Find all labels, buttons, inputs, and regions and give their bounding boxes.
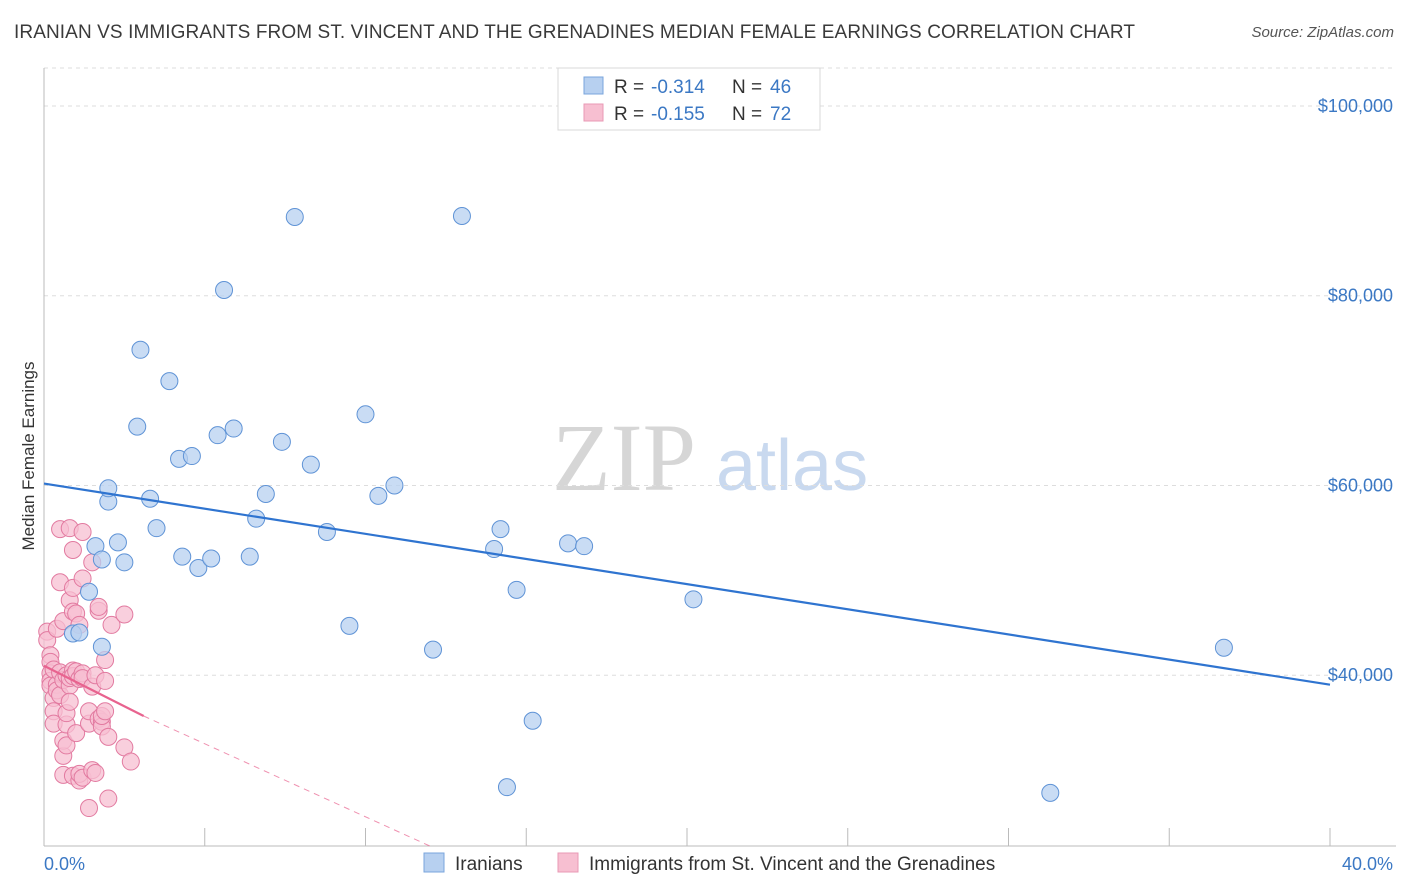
data-point [385,476,404,495]
y-axis-title: Median Female Earnings [19,362,38,551]
data-point [240,547,259,566]
legend-n-label-2: N = [732,104,762,125]
trend-line-svg-extrapolated [143,715,431,847]
data-point [96,671,115,690]
data-point [160,372,179,391]
series-svg-points [38,519,140,818]
data-point [523,711,542,730]
data-point [301,455,320,474]
data-point [1214,638,1233,657]
data-point [67,724,86,743]
data-point [57,736,76,755]
bottom-legend-iranians: Iranians [455,854,523,875]
bottom-legend-swatch-svg [557,852,579,873]
data-point [424,640,443,659]
data-point [272,432,291,451]
data-point [1041,783,1060,802]
axes [43,68,1396,847]
y-tick-label: $60,000 [1328,475,1393,495]
data-point [202,549,221,568]
data-point [147,519,166,538]
chart-title: IRANIAN VS IMMIGRANTS FROM ST. VINCENT A… [14,22,1136,43]
data-point [684,590,703,609]
legend-n-value-1: 46 [770,77,791,98]
data-point [491,520,510,539]
legend-n-value-2: 72 [770,104,791,125]
data-point [215,281,234,300]
legend-n-label-1: N = [732,77,762,98]
data-point [256,485,275,504]
data-point [224,419,243,438]
data-point [80,799,99,818]
trend-line-svg [43,664,145,717]
correlation-legend: R = -0.314 N = 46 R = -0.155 N = 72 [557,67,821,131]
data-point [115,553,134,572]
data-point [356,405,375,424]
data-point [63,540,82,559]
data-point [559,534,578,553]
data-point [452,207,471,226]
legend-r-value-2: -0.155 [651,104,705,125]
data-point [189,559,208,578]
trend-lines [43,482,1331,847]
data-point [121,752,140,771]
data-point [115,605,134,624]
data-point [70,623,89,642]
source-credit: Source: ZipAtlas.com [1251,24,1394,41]
bottom-legend-swatch-iranians [423,852,445,873]
data-point [285,207,304,226]
x-tick-label-max: 40.0% [1342,854,1393,874]
y-tick-label: $40,000 [1328,665,1393,685]
data-point [99,727,118,746]
trend-line-iranians [43,482,1331,686]
data-point [507,580,526,599]
data-point [108,533,127,552]
data-point [128,417,147,436]
data-point [60,692,79,711]
data-point [208,426,227,445]
data-point [102,615,121,634]
gridlines [44,67,1396,676]
data-point [99,789,118,808]
data-point [96,702,115,721]
watermark: ZIP atlas [552,404,868,511]
series-legend: Iranians Immigrants from St. Vincent and… [423,852,995,875]
data-point [92,550,111,569]
data-point [182,447,201,466]
data-point [89,597,108,616]
legend-r-value-1: -0.314 [651,77,705,98]
data-point [131,340,150,359]
data-point [92,637,111,656]
data-point [575,537,594,556]
legend-r-label-1: R = [614,77,644,98]
y-tick-label: $100,000 [1318,96,1393,116]
data-point [86,763,105,782]
legend-r-label-2: R = [614,104,644,125]
data-point [497,778,516,797]
legend-swatch-iranians [583,76,604,95]
x-tick-label-min: 0.0% [44,854,85,874]
watermark-zip: ZIP [552,404,696,511]
data-point [173,547,192,566]
bottom-legend-svg: Immigrants from St. Vincent and the Gren… [589,854,995,875]
x-ticks [43,828,1331,846]
data-point [369,486,388,505]
data-point [80,582,99,601]
legend-swatch-svg [583,103,604,122]
data-point [340,616,359,635]
y-tick-labels: $40,000 $60,000 $80,000 $100,000 [1318,96,1393,685]
watermark-atlas: atlas [716,426,868,506]
y-tick-label: $80,000 [1328,286,1393,306]
data-point [73,522,92,541]
series-iranians-points [63,207,1233,802]
